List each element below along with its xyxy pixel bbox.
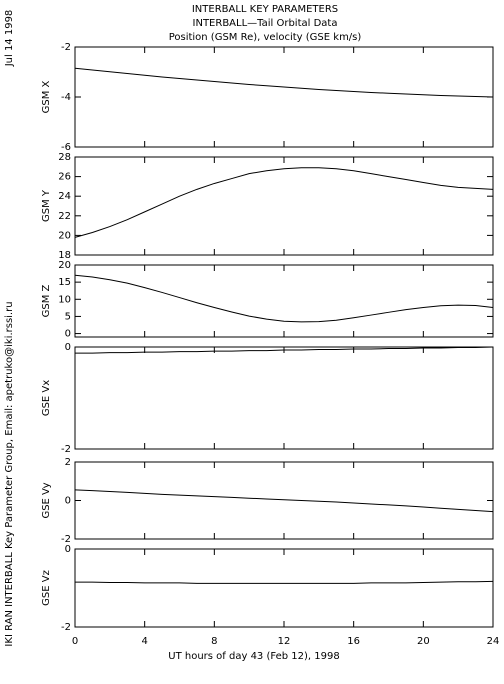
y-tick-label: -6 [61, 142, 71, 153]
y-tick-label: -2 [61, 42, 71, 53]
title-line: INTERBALL—Tail Orbital Data [193, 18, 338, 29]
x-tick-label: 12 [278, 636, 291, 647]
y-tick-label: 0 [65, 496, 71, 507]
data-line [74, 274, 494, 323]
x-axis-label: UT hours of day 43 (Feb 12), 1998 [168, 651, 339, 662]
data-line [74, 67, 494, 98]
y-tick-label: 28 [58, 152, 71, 163]
y-tick-label: 20 [58, 230, 71, 241]
plot-frame [74, 156, 494, 256]
data-line [74, 489, 494, 513]
y-tick-label: -2 [61, 534, 71, 545]
data-line [75, 346, 494, 354]
y-tick-label: 18 [58, 250, 71, 261]
y-axis-label: GSE Vy [41, 482, 52, 518]
y-tick-label: 26 [58, 172, 71, 183]
y-tick-label: -2 [61, 622, 71, 633]
x-tick-label: 0 [72, 636, 78, 647]
title-line: INTERBALL KEY PARAMETERS [192, 4, 338, 15]
data-line [75, 580, 494, 584]
y-tick-label: -4 [61, 92, 71, 103]
y-tick-label: 24 [58, 191, 71, 202]
y-tick-label: 0 [65, 342, 71, 353]
x-tick-label: 8 [211, 636, 217, 647]
y-tick-label: 0 [65, 329, 71, 340]
title-line: Position (GSM Re), velocity (GSE km/s) [169, 32, 362, 43]
plot-frame [74, 346, 494, 450]
x-tick-label: 4 [141, 636, 147, 647]
credit-label: IKI RAN INTERBALL Key Parameter Group, E… [4, 301, 15, 646]
y-tick-label: 15 [58, 277, 71, 288]
y-tick-label: -2 [61, 444, 71, 455]
y-tick-label: 2 [65, 457, 71, 468]
plot-frame [74, 46, 494, 148]
y-tick-label: 22 [58, 211, 71, 222]
x-tick-label: 24 [487, 636, 500, 647]
y-axis-label: GSE Vx [41, 380, 52, 416]
y-axis-label: GSM Y [41, 189, 52, 222]
plot-frame [74, 548, 494, 628]
x-tick-label: 16 [347, 636, 360, 647]
y-axis-label: GSM Z [41, 284, 52, 317]
data-line [74, 167, 494, 238]
y-axis-label: GSM X [41, 80, 52, 113]
y-axis-label: GSE Vz [41, 570, 52, 606]
plot-frame [74, 264, 494, 338]
x-tick-label: 20 [417, 636, 430, 647]
plot-frame [74, 461, 494, 540]
y-tick-label: 20 [58, 260, 71, 271]
y-tick-label: 5 [65, 311, 71, 322]
y-tick-label: 0 [65, 544, 71, 555]
date-label: Jul 14 1998 [4, 10, 15, 68]
y-tick-label: 10 [58, 294, 71, 305]
